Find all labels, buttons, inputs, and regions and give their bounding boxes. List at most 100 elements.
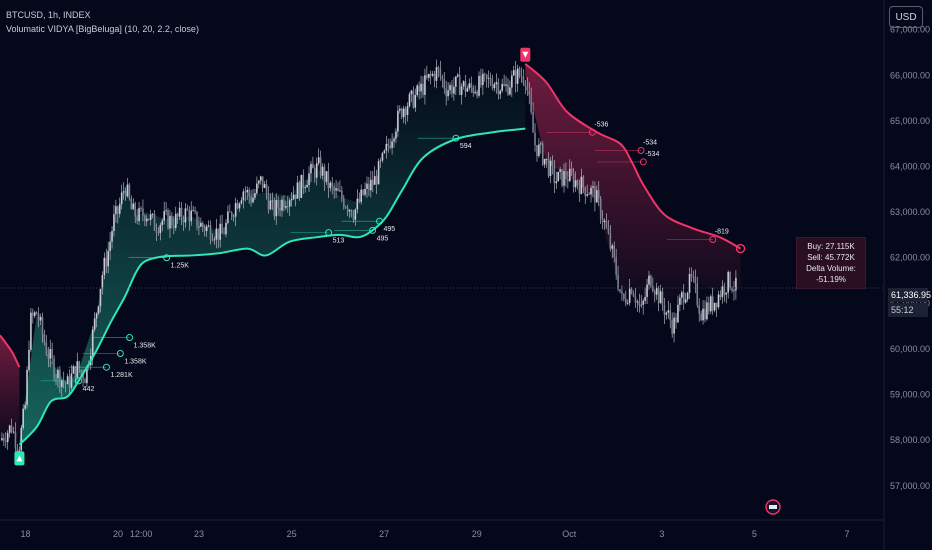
candle-body bbox=[240, 200, 243, 204]
candle-body bbox=[482, 73, 484, 86]
candle-body bbox=[306, 184, 308, 188]
candle-body bbox=[582, 176, 585, 188]
y-tick-label: 64,000.00 bbox=[890, 161, 930, 171]
candle-body bbox=[501, 83, 503, 91]
candle-body bbox=[348, 210, 351, 212]
candle-body bbox=[619, 289, 621, 292]
candle-body bbox=[632, 293, 635, 297]
bear-signal-label: -534 bbox=[643, 140, 657, 147]
candle-body bbox=[621, 291, 623, 294]
candle-body bbox=[211, 239, 214, 241]
candle-body bbox=[646, 284, 648, 297]
candle-body bbox=[657, 287, 660, 304]
candle-body bbox=[605, 220, 608, 228]
candle-body bbox=[155, 230, 158, 233]
candle-body bbox=[72, 366, 75, 374]
candle-body bbox=[45, 342, 48, 355]
candle-body bbox=[86, 366, 88, 384]
candle-body bbox=[551, 160, 554, 166]
candle-body bbox=[688, 274, 691, 293]
candle-body bbox=[373, 176, 376, 185]
candle-body bbox=[290, 199, 293, 201]
candle-body bbox=[391, 141, 393, 148]
bear-signal-label: -534 bbox=[645, 151, 659, 158]
candle-body bbox=[194, 210, 196, 212]
candle-body bbox=[681, 292, 683, 298]
candle-body bbox=[485, 74, 488, 79]
candle-body bbox=[648, 275, 650, 285]
candle-body bbox=[277, 200, 279, 208]
candle-body bbox=[626, 302, 629, 304]
candle-body bbox=[524, 82, 527, 86]
candle-body bbox=[522, 76, 525, 83]
candle-body bbox=[74, 366, 77, 378]
candle-body bbox=[279, 207, 281, 211]
candle-body bbox=[26, 369, 28, 405]
indicator-title[interactable]: Volumatic VIDYA [BigBeluga] (10, 20, 2.2… bbox=[6, 24, 199, 34]
candle-body bbox=[317, 157, 320, 164]
candle-body bbox=[561, 169, 563, 186]
x-tick-label: 12:00 bbox=[130, 529, 153, 539]
candle-body bbox=[312, 163, 314, 169]
candle-body bbox=[288, 200, 291, 207]
candle-body bbox=[478, 75, 480, 96]
candle-body bbox=[308, 173, 310, 185]
currency-button[interactable]: USD bbox=[889, 6, 923, 28]
candle-body bbox=[540, 143, 542, 145]
candle-body bbox=[443, 79, 446, 89]
candle-body bbox=[545, 158, 548, 160]
candle-body bbox=[182, 219, 185, 223]
candle-body bbox=[76, 361, 79, 378]
bear-signal-marker bbox=[588, 128, 596, 136]
candle-body bbox=[453, 86, 455, 94]
candle-body bbox=[117, 206, 119, 214]
candle-body bbox=[242, 191, 245, 201]
candle-body bbox=[684, 299, 687, 303]
beluga-logo-mark bbox=[769, 505, 777, 509]
y-tick-label: 66,000.00 bbox=[890, 70, 930, 80]
vidya-bear-line-left bbox=[0, 334, 21, 368]
candle-body bbox=[630, 288, 633, 294]
candle-body bbox=[543, 158, 546, 165]
bull-signal-label: 594 bbox=[460, 143, 472, 150]
candle-body bbox=[234, 203, 237, 217]
candle-body bbox=[431, 73, 434, 76]
candle-body bbox=[381, 152, 384, 161]
candle-body bbox=[68, 376, 71, 388]
candle-body bbox=[230, 212, 233, 217]
candle-body bbox=[601, 218, 604, 223]
candle-body bbox=[410, 90, 413, 95]
candle-body bbox=[379, 160, 382, 162]
candle-body bbox=[698, 305, 700, 314]
candle-body bbox=[91, 329, 94, 356]
candle-body bbox=[472, 87, 475, 94]
candle-body bbox=[594, 186, 596, 203]
bull-signal-marker bbox=[452, 134, 460, 142]
candle-body bbox=[97, 306, 100, 314]
candle-body bbox=[53, 358, 55, 378]
candle-body bbox=[692, 276, 695, 277]
bear-fill-left bbox=[0, 335, 20, 444]
candle-body bbox=[731, 288, 733, 291]
candle-body bbox=[447, 90, 449, 97]
bear-fill bbox=[525, 63, 741, 308]
buy-volume: Buy: 27.115K bbox=[807, 242, 855, 251]
candle-body bbox=[576, 180, 579, 186]
candle-body bbox=[174, 213, 177, 229]
candle-body bbox=[424, 75, 426, 95]
candle-body bbox=[613, 245, 616, 258]
candle-body bbox=[229, 211, 231, 213]
candle-body bbox=[171, 215, 173, 226]
candle-body bbox=[530, 95, 532, 113]
candle-body bbox=[514, 70, 517, 84]
candle-body bbox=[439, 68, 442, 77]
candle-body bbox=[611, 245, 614, 249]
bear-signal-marker bbox=[639, 158, 647, 166]
candle-body bbox=[642, 300, 644, 305]
candle-body bbox=[14, 431, 17, 449]
candle-body bbox=[184, 208, 187, 223]
x-tick-label: 5 bbox=[752, 529, 757, 539]
candle-body bbox=[458, 74, 461, 95]
